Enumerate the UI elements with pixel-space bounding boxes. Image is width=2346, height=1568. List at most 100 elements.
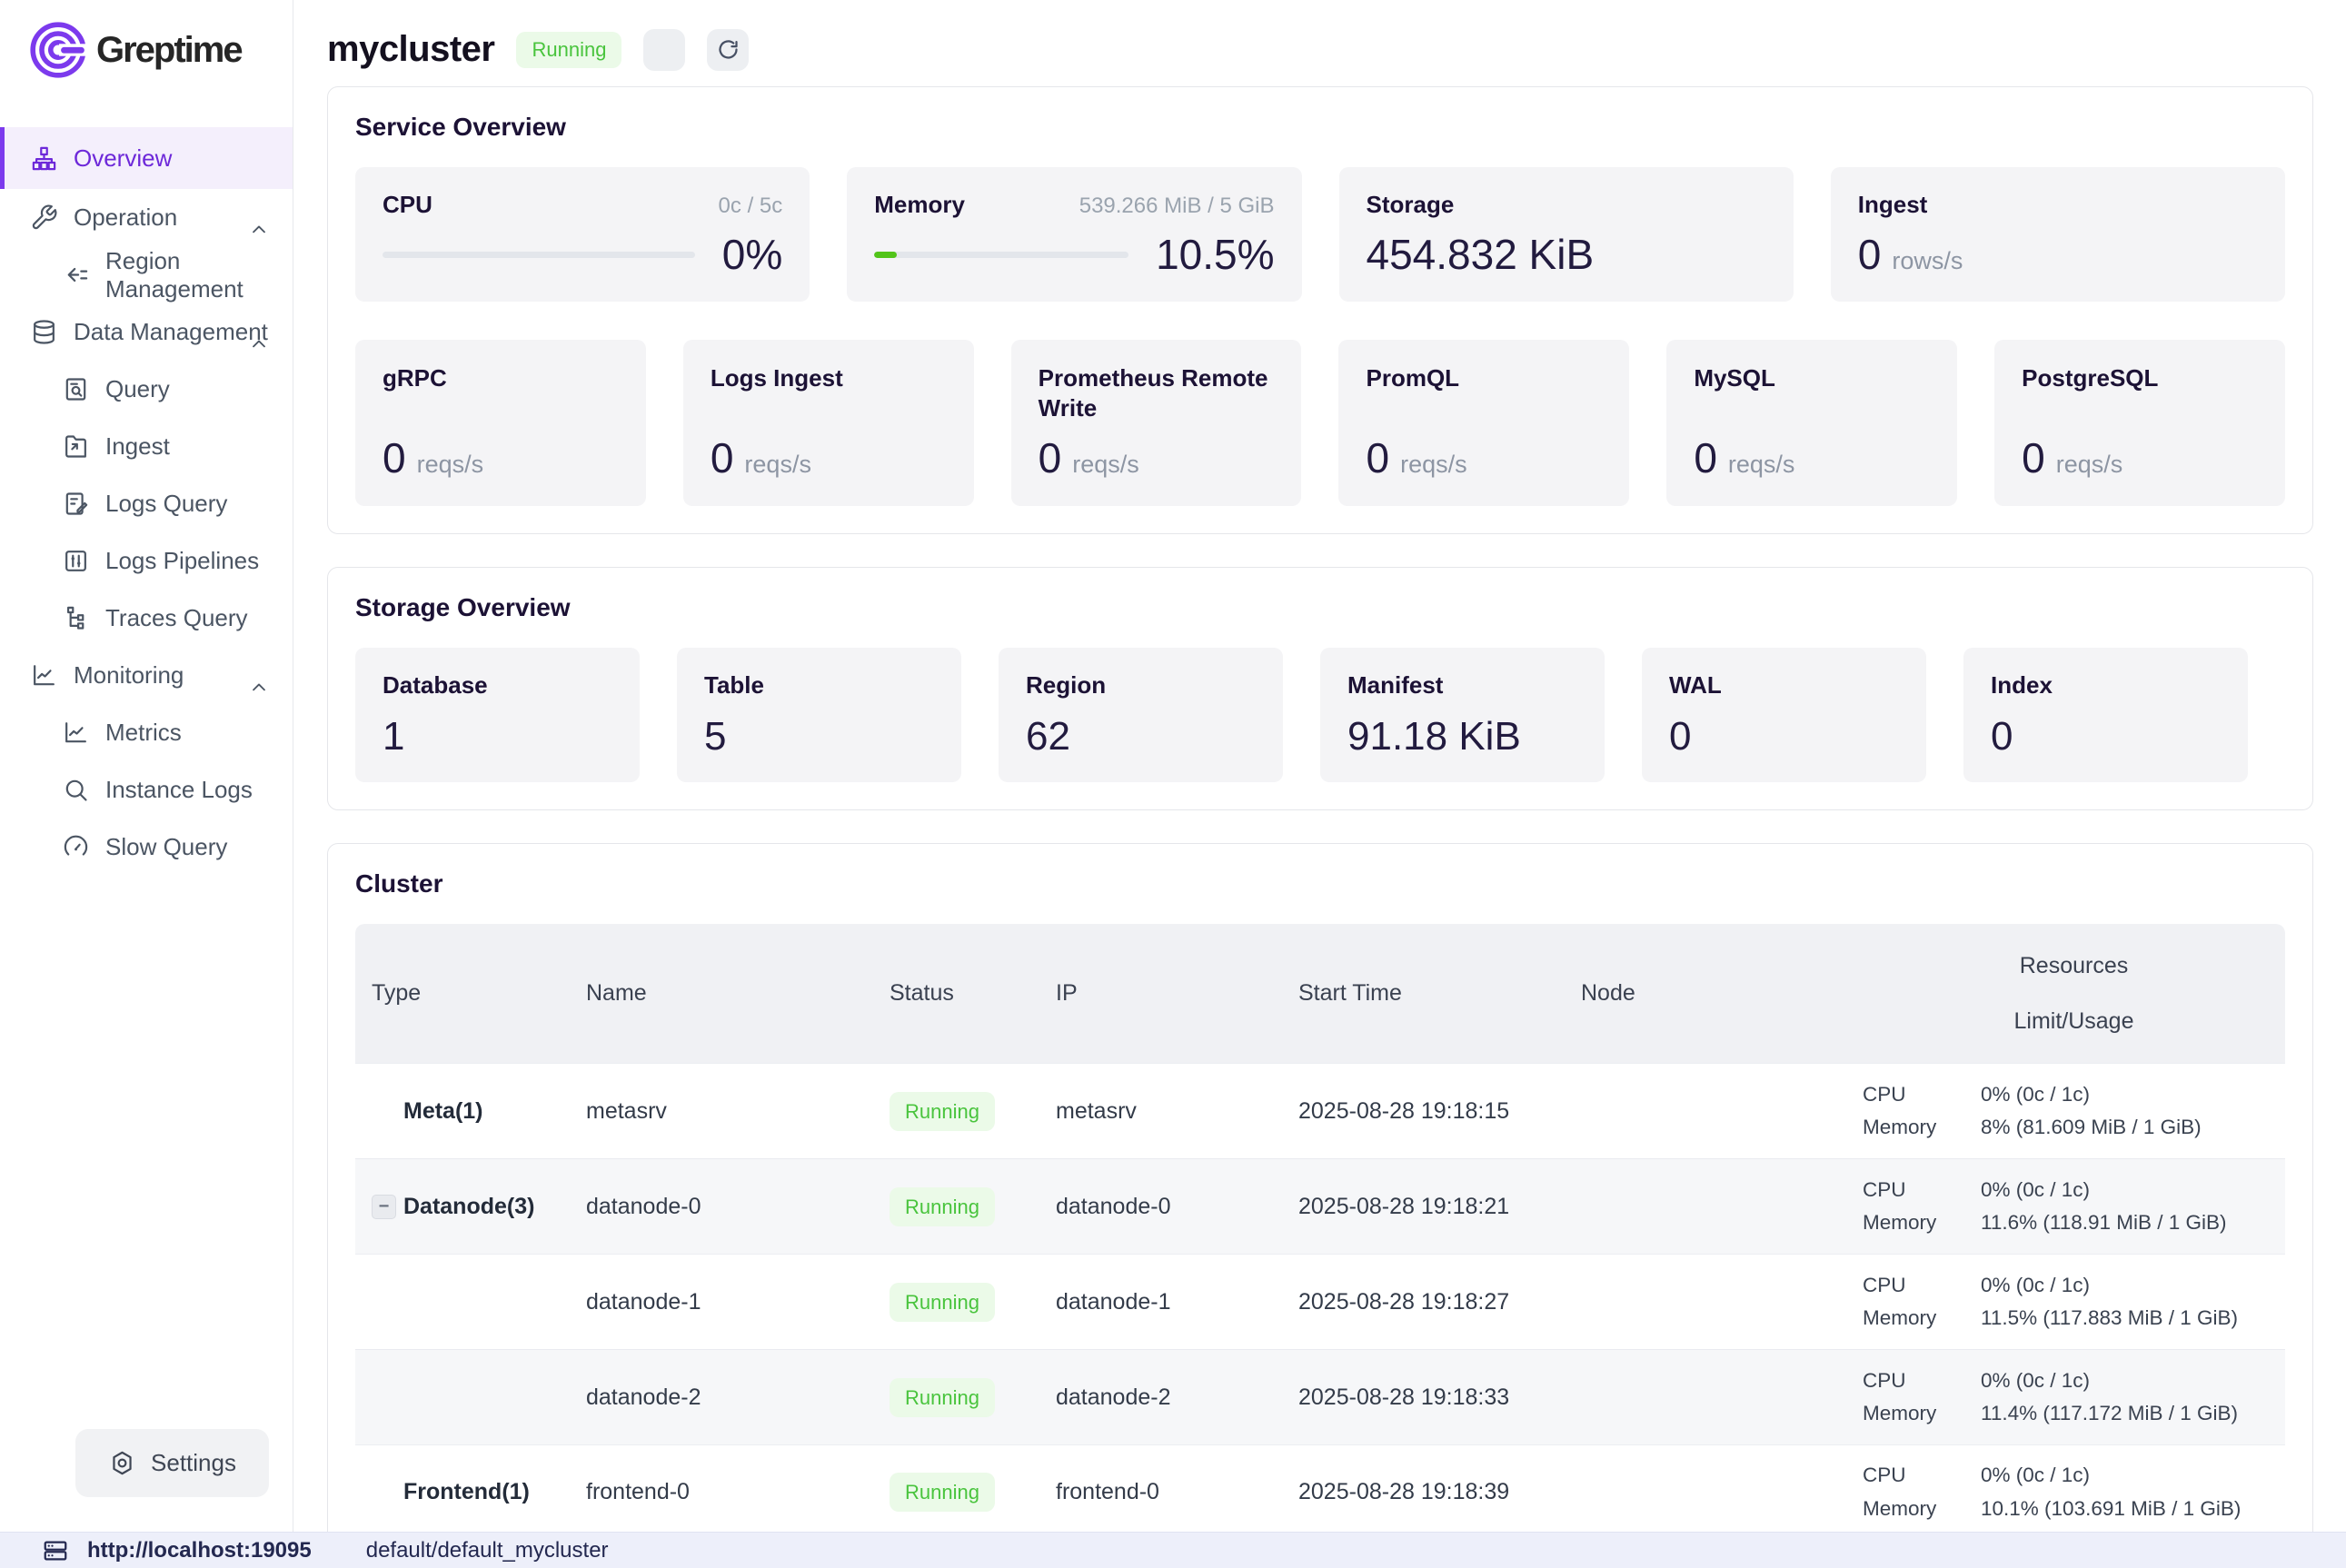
wrench-icon	[30, 203, 58, 232]
sidebar-item-ingest[interactable]: Ingest	[0, 418, 293, 475]
cpu-resource-label: CPU	[1863, 1368, 1906, 1392]
type-cell: Frontend(1)	[403, 1479, 530, 1504]
cluster-table-body: Meta(1) metasrv Running metasrv 2025-08-28 1…	[355, 1063, 2285, 1532]
refresh-icon	[719, 40, 738, 59]
sidebar-item-label: Monitoring	[74, 661, 184, 689]
server-url[interactable]: http://localhost:19095	[87, 1537, 312, 1563]
sidebar-item-metrics[interactable]: Metrics	[0, 704, 293, 761]
memory-progress-fill	[874, 251, 898, 258]
sidebar-item-label: Overview	[74, 144, 173, 172]
database-icon	[30, 318, 58, 346]
sidebar-item-region-management[interactable]: Region Management	[0, 246, 293, 303]
sidebar-item-operation[interactable]: Operation	[0, 189, 293, 246]
logs-query-icon	[62, 490, 90, 518]
storage-label: Storage	[1366, 191, 1455, 218]
cpu-resource-label: CPU	[1863, 1464, 1906, 1486]
rate-card-unit: reqs/s	[1727, 451, 1795, 478]
sidebar-item-label: Logs Pipelines	[105, 547, 260, 574]
memory-resource-value: 11.6% (118.91 MiB / 1 GiB)	[1981, 1211, 2227, 1234]
rate-card-label: gRPC	[383, 364, 447, 392]
sidebar-item-data-management[interactable]: Data Management	[0, 303, 293, 361]
cpu-resource-value: 0% (0c / 1c)	[1981, 1368, 2091, 1392]
ingest-unit: rows/s	[1892, 247, 1963, 274]
rate-card-label: MySQL	[1694, 364, 1775, 392]
database-card: Database 1	[355, 648, 640, 782]
sidebar-item-overview[interactable]: Overview	[0, 127, 293, 189]
sidebar-item-label: Traces Query	[105, 604, 248, 631]
memory-percent-value: 10.5%	[1156, 231, 1275, 278]
protocol-rate-cards: gRPC 0 reqs/s Logs Ingest 0 reqs/s Prometheus …	[355, 340, 2285, 506]
start-time-cell: 2025-08-28 19:18:33	[1298, 1384, 1510, 1410]
storage-card-label: Manifest	[1347, 671, 1444, 699]
table-row-datanode-0: − Datanode(3) datanode-0 Running datanode-0 2…	[355, 1158, 2285, 1254]
rate-card-label: Logs Ingest	[710, 364, 843, 392]
storage-value: 454.832 KiB	[1366, 231, 1595, 278]
memory-resource-label: Memory	[1863, 1306, 1937, 1329]
start-time-cell: 2025-08-28 19:18:21	[1298, 1193, 1510, 1219]
sidebar-item-monitoring[interactable]: Monitoring	[0, 647, 293, 704]
table-row-datanode-1: datanode-1 Running datanode-1 2025-08-28 19…	[355, 1254, 2285, 1349]
refresh-button[interactable]	[707, 28, 750, 71]
sidebar-item-query[interactable]: Query	[0, 361, 293, 418]
ingest-card: Ingest 0 rows/s	[1830, 167, 2285, 302]
status-cell: Running	[873, 1377, 1039, 1417]
cluster-title: Cluster	[355, 869, 443, 898]
cluster-status-badge: Running	[516, 31, 622, 68]
sidebar-item-traces-query[interactable]: Traces Query	[0, 590, 293, 647]
greptime-logo-icon	[30, 22, 89, 78]
storage-card-value: 1	[383, 714, 405, 759]
collapse-toggle[interactable]: −	[372, 1194, 396, 1219]
storage-card-value: 91.18 KiB	[1347, 714, 1521, 759]
resources-cell: CPU 0% (0c / 1c) Memory 8% (81.609 MiB / 1 …	[1846, 1084, 2285, 1138]
cpu-percent-value: 0%	[721, 231, 783, 278]
status-badge: Running	[890, 1473, 995, 1512]
memory-card: Memory 539.266 MiB / 5 GiB 10.5%	[847, 167, 1302, 302]
storage-card-label: Index	[1991, 671, 2053, 699]
type-cell	[355, 1385, 570, 1410]
rate-card-label: Prometheus Remote Write	[1038, 364, 1268, 422]
type-cell: − Datanode(3)	[355, 1194, 570, 1220]
ip-cell: frontend-0	[1056, 1479, 1159, 1504]
traces-query-icon	[62, 604, 90, 632]
query-icon	[62, 375, 90, 403]
memory-resource-value: 11.4% (117.172 MiB / 1 GiB)	[1981, 1402, 2239, 1424]
current-database[interactable]: default/default_mycluster	[365, 1537, 609, 1563]
memory-resource-label: Memory	[1863, 1496, 1937, 1520]
col-header-ip: IP	[1056, 980, 1078, 1006]
index-card: Index 0	[1963, 648, 2248, 782]
sidebar-item-logs-query[interactable]: Logs Query	[0, 475, 293, 532]
memory-limit: 539.266 MiB / 5 GiB	[1079, 194, 1275, 218]
ingest-icon	[62, 432, 90, 461]
storage-card-label: Table	[704, 671, 764, 699]
prometheus-remote-write-card: Prometheus Remote Write 0 reqs/s	[1010, 340, 1302, 506]
gear-icon	[113, 1451, 132, 1475]
sidebar-item-instance-logs[interactable]: Instance Logs	[0, 761, 293, 819]
cluster-action-button[interactable]	[643, 28, 686, 71]
cluster-table-header: Type Name Status IP Start Time Node Reso…	[355, 924, 2285, 1063]
type-cell	[355, 1290, 570, 1315]
ingest-value: 0	[1857, 231, 1882, 278]
storage-card-label: WAL	[1669, 671, 1722, 699]
sidebar-item-label: Slow Query	[105, 833, 228, 860]
table-row-frontend-0: Frontend(1) frontend-0 Running frontend-0 20…	[355, 1444, 2285, 1532]
cpu-resource-label: CPU	[1863, 1273, 1906, 1296]
monitoring-icon	[30, 661, 58, 690]
sidebar: Greptime Overview Operation Region Managem…	[0, 0, 293, 1532]
memory-label: Memory	[874, 191, 965, 218]
storage-card-value: 0	[1991, 714, 2013, 759]
cpu-limit: 0c / 5c	[718, 194, 783, 218]
promql-card: PromQL 0 reqs/s	[1338, 340, 1630, 506]
region-card: Region 62	[999, 648, 1283, 782]
cpu-card: CPU 0c / 5c 0%	[355, 167, 810, 302]
sidebar-item-label: Instance Logs	[105, 776, 253, 803]
service-stat-cards: CPU 0c / 5c 0% Memory 539.266 MiB / 5 Gi…	[355, 167, 2285, 302]
status-cell: Running	[873, 1282, 1039, 1322]
ip-cell: datanode-1	[1056, 1288, 1171, 1315]
status-cell: Running	[873, 1091, 1039, 1131]
sidebar-item-slow-query[interactable]: Slow Query	[0, 819, 293, 876]
service-overview-title: Service Overview	[355, 113, 566, 141]
sidebar-item-logs-pipelines[interactable]: Logs Pipelines	[0, 532, 293, 590]
settings-button[interactable]: Settings	[75, 1429, 269, 1497]
cluster-panel: Cluster Type Name Status IP Start Time N…	[327, 843, 2313, 1532]
resources-cell: CPU 0% (0c / 1c) Memory 11.4% (117.172 MiB …	[1846, 1368, 2285, 1424]
